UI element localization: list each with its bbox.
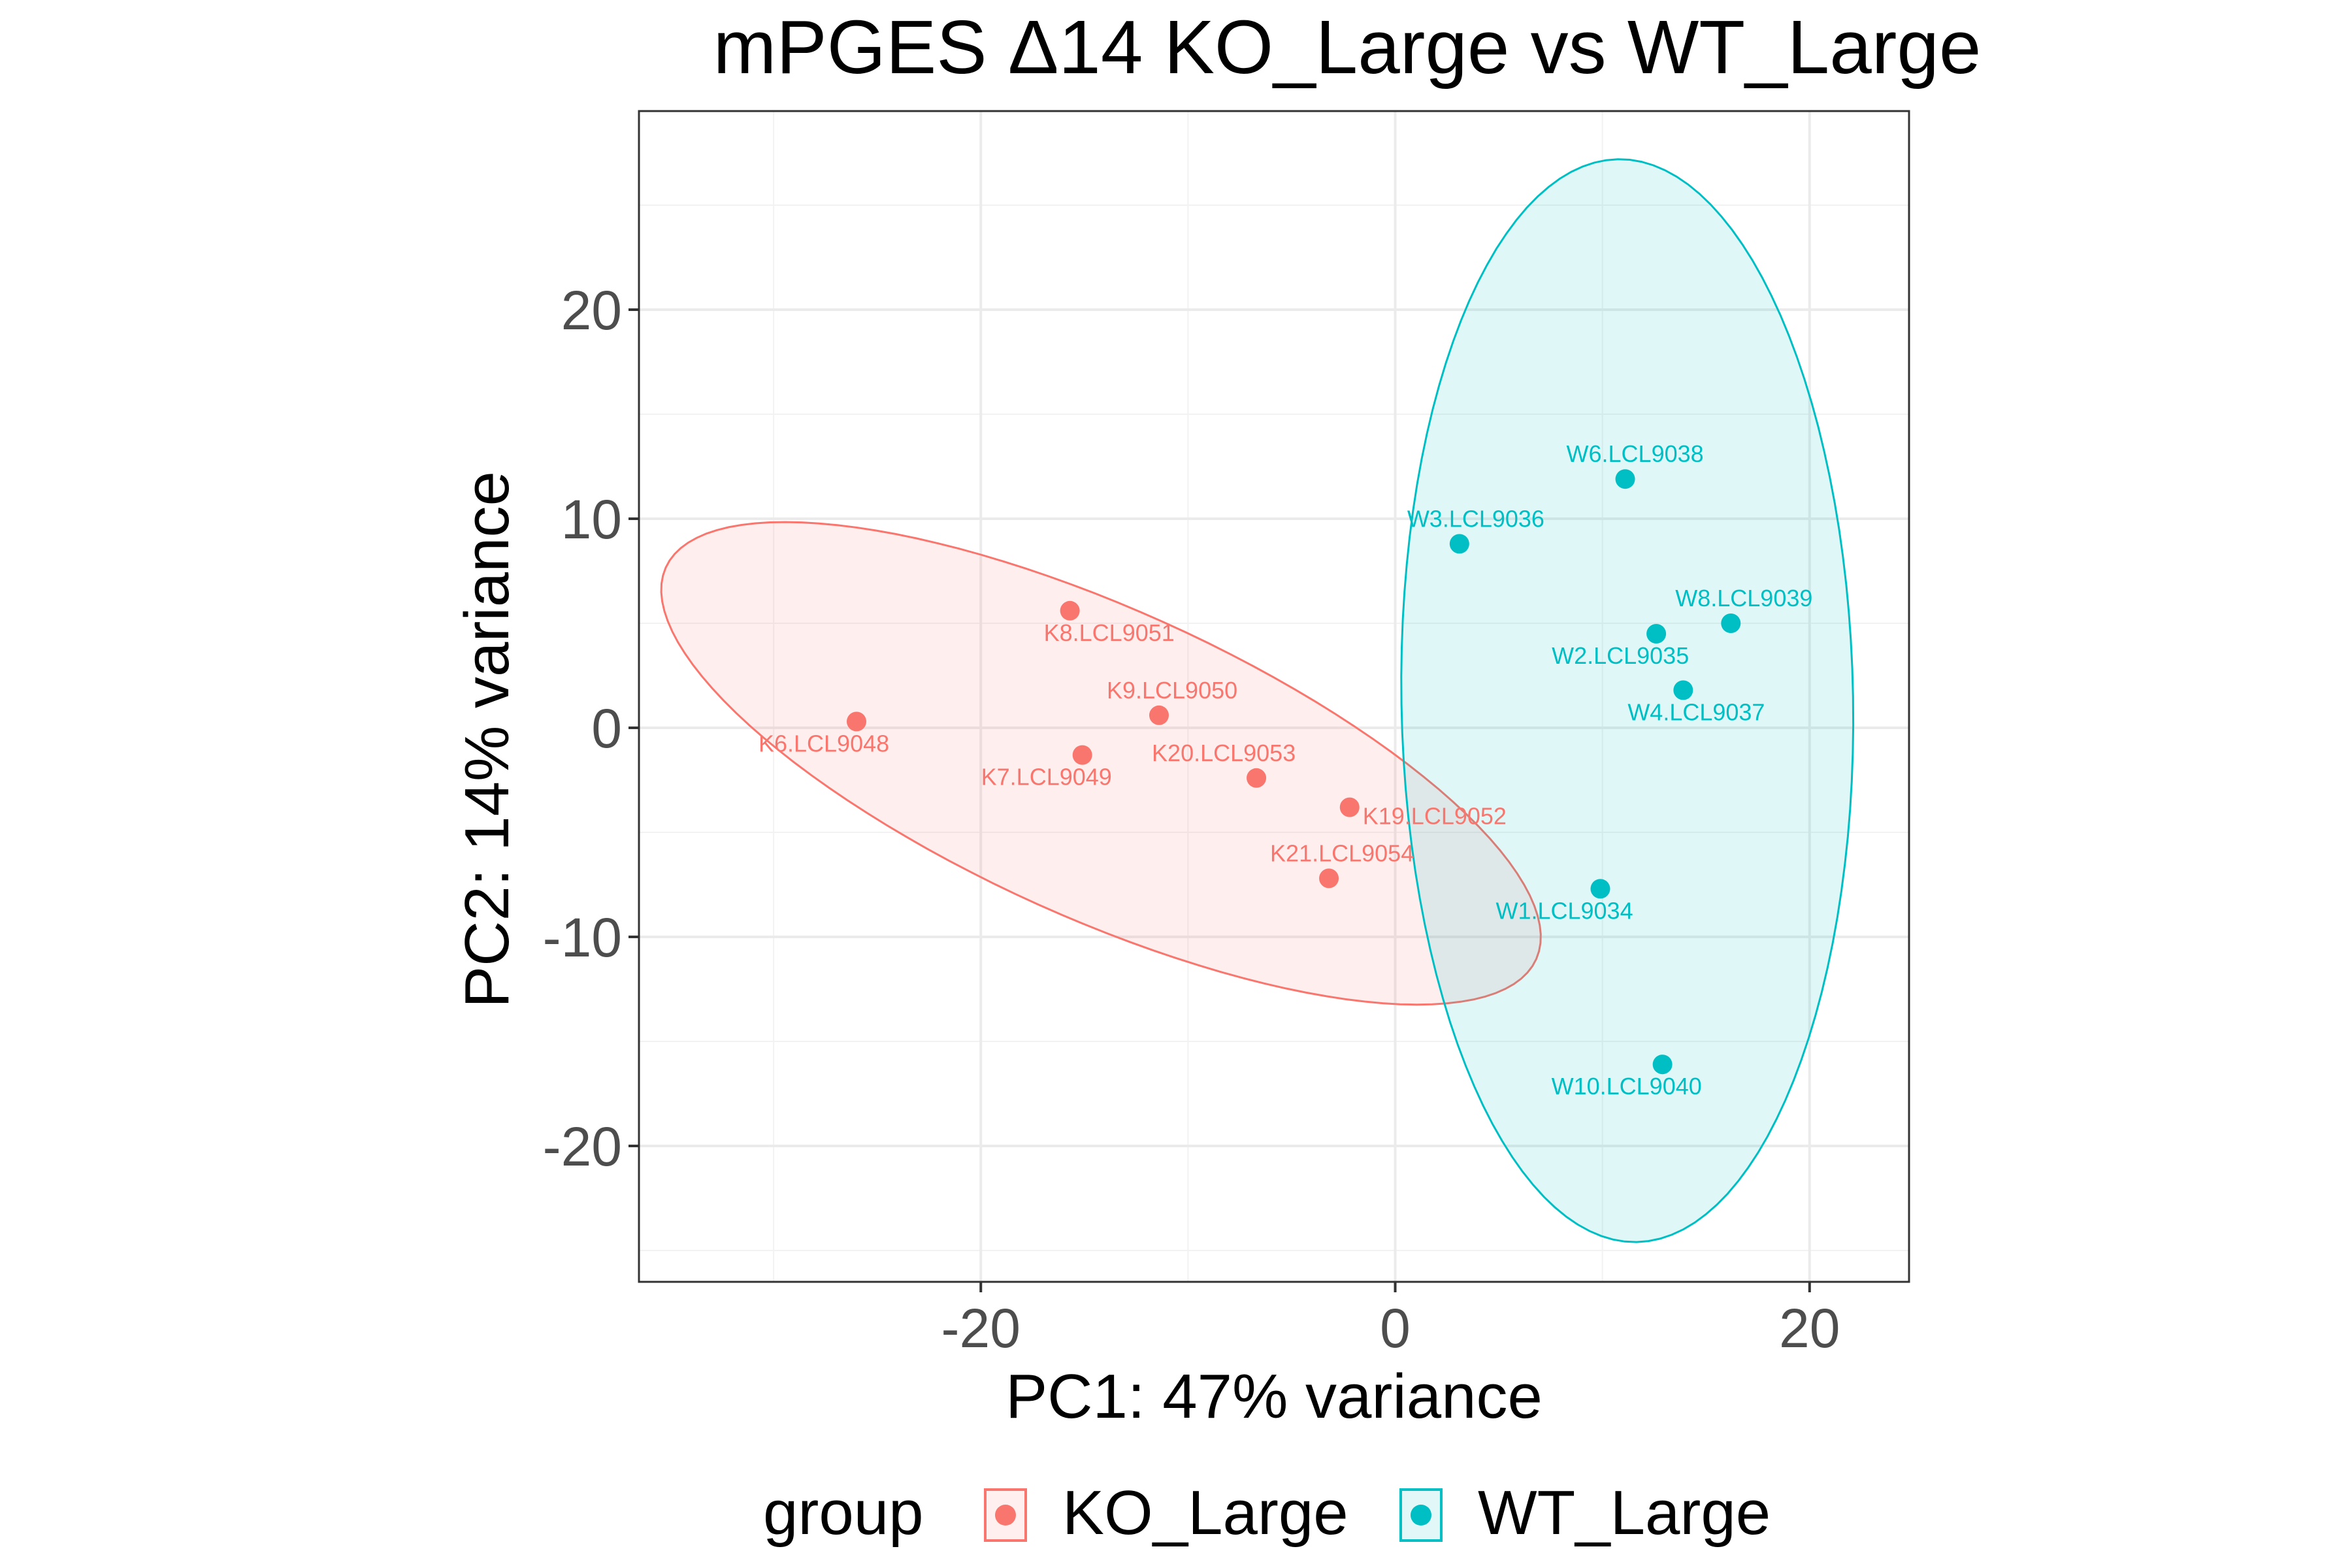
panel-border: [638, 110, 1910, 1283]
data-point: [1646, 624, 1667, 644]
x-tick-label: 20: [1779, 1298, 1840, 1359]
point-label: K21.LCL9054: [1270, 840, 1414, 866]
data-point: [1721, 613, 1741, 633]
data-point: [1652, 1054, 1673, 1075]
y-tick-label: 10: [561, 489, 622, 550]
data-point: [1319, 868, 1339, 889]
y-tick-label: 20: [561, 280, 622, 341]
data-point: [1449, 534, 1469, 554]
point-label: W2.LCL9035: [1552, 642, 1689, 669]
data-point: [1149, 705, 1169, 725]
legend-key-ko-dot: [995, 1505, 1016, 1526]
x-tick-label: -20: [941, 1298, 1021, 1359]
legend-label-ko: KO_Large: [1062, 1478, 1348, 1548]
point-label: K9.LCL9050: [1107, 677, 1237, 704]
legend-key-wt: [1399, 1488, 1443, 1542]
data-point: [1060, 600, 1080, 621]
point-label: W1.LCL9034: [1495, 897, 1633, 924]
data-point: [1673, 680, 1693, 700]
plot-panel: K8.LCL9051 K9.LCL9050 K6.LCL9048 K7.LCL9049…: [638, 110, 1910, 1283]
x-axis-title: PC1: 47% variance: [1005, 1362, 1543, 1431]
legend: group KO_Large WT_Large: [763, 1478, 1771, 1548]
legend-key-ko: [984, 1488, 1027, 1542]
y-tick-label: -10: [543, 907, 622, 968]
point-label: K7.LCL9049: [981, 764, 1112, 791]
point-label: W4.LCL9037: [1627, 698, 1765, 725]
legend-key-wt-dot: [1411, 1505, 1431, 1526]
legend-label-wt: WT_Large: [1478, 1478, 1771, 1548]
chart-title: mPGES Δ14 KO_Large vs WT_Large: [713, 5, 1982, 90]
point-label: W10.LCL9040: [1552, 1073, 1702, 1100]
data-point: [1072, 745, 1092, 765]
data-point: [1590, 879, 1610, 899]
y-axis-title: PC2: 14% variance: [452, 471, 522, 1008]
point-label: W3.LCL9036: [1407, 505, 1544, 532]
point-label: W6.LCL9038: [1567, 440, 1704, 467]
confidence-ellipse-wt: [1400, 158, 1855, 1243]
y-tick-label: 0: [591, 698, 622, 759]
x-tick-label: 0: [1380, 1298, 1411, 1359]
axes: -20 0 20 -20 -10 0 10 20: [543, 280, 1840, 1359]
data-point: [1339, 797, 1360, 817]
panel-background: [639, 111, 1909, 1282]
confidence-ellipse-ko: [660, 521, 1542, 1006]
data-point: [1615, 469, 1635, 489]
point-label: W8.LCL9039: [1675, 585, 1812, 612]
point-label: K19.LCL9052: [1363, 803, 1507, 830]
point-label: K6.LCL9048: [759, 730, 889, 757]
data-point: [846, 711, 866, 732]
point-label: K8.LCL9051: [1044, 619, 1175, 646]
data-point: [1247, 768, 1267, 788]
legend-title: group: [763, 1478, 924, 1548]
point-label: K20.LCL9053: [1152, 740, 1296, 766]
y-tick-label: -20: [543, 1116, 622, 1177]
